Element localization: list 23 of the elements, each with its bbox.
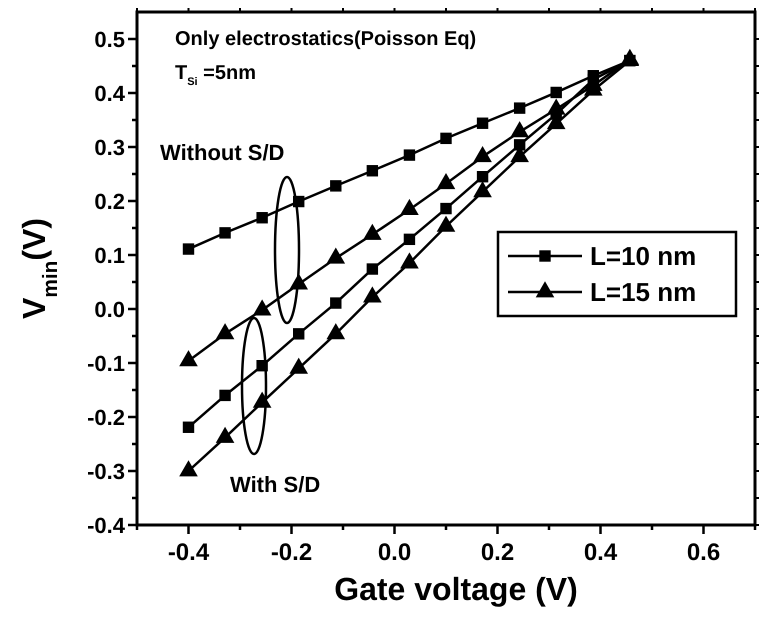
legend-label: L=10 nm [590, 241, 696, 271]
x-tick-label: 0.4 [584, 539, 618, 566]
y-tick-label: -0.1 [87, 351, 125, 376]
annotation: Only electrostatics(Poisson Eq) [175, 28, 476, 50]
y-tick-label: 0.5 [94, 27, 125, 52]
y-tick-label: 0.0 [94, 297, 125, 322]
x-tick-label: -0.2 [270, 539, 312, 566]
x-tick-label: 0.0 [378, 539, 412, 566]
annotation: With S/D [230, 472, 320, 497]
y-tick-label: 0.1 [94, 243, 125, 268]
x-tick-label: 0.2 [480, 539, 514, 566]
y-tick-label: -0.3 [87, 459, 125, 484]
y-tick-label: -0.4 [87, 513, 126, 538]
y-tick-label: 0.3 [94, 135, 125, 160]
annotation: Without S/D [160, 140, 284, 165]
legend-label: L=15 nm [590, 277, 696, 307]
y-tick-label: 0.2 [94, 189, 125, 214]
y-tick-label: 0.4 [94, 81, 126, 106]
x-axis-title: Gate voltage (V) [334, 571, 578, 607]
x-tick-label: 0.6 [686, 539, 720, 566]
annotation: T$_{Si}$ =5nm [175, 62, 256, 88]
y-tick-label: -0.2 [87, 405, 125, 430]
x-tick-label: -0.4 [168, 539, 210, 566]
